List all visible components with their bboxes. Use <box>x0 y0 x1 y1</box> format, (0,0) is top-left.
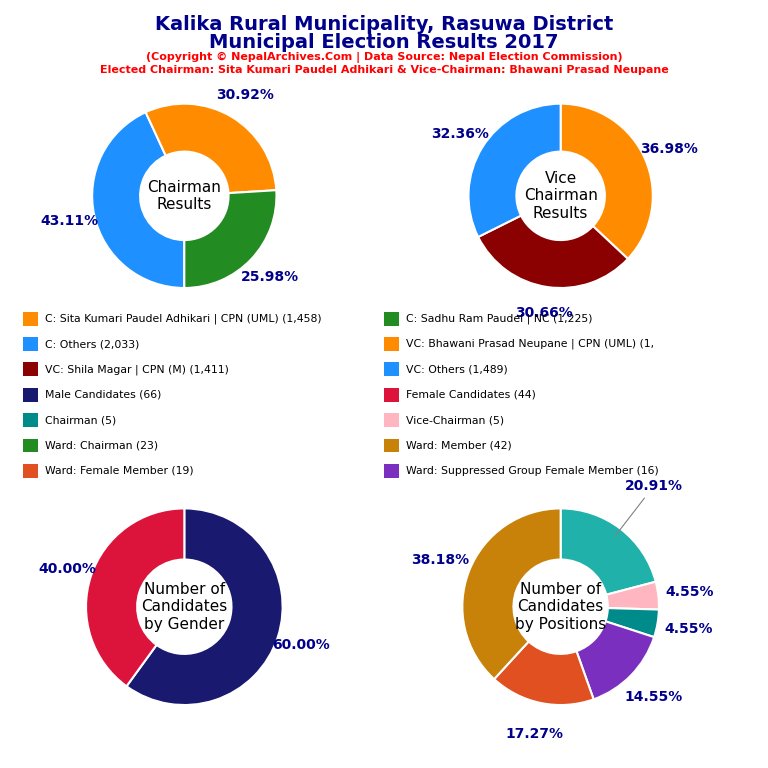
Text: 36.98%: 36.98% <box>640 142 698 156</box>
Text: Ward: Member (42): Ward: Member (42) <box>406 440 511 451</box>
Text: 20.91%: 20.91% <box>0 767 1 768</box>
Text: 38.18%: 38.18% <box>411 553 468 567</box>
Wedge shape <box>494 641 594 705</box>
Wedge shape <box>184 190 276 288</box>
Text: Chairman
Results: Chairman Results <box>147 180 221 212</box>
Wedge shape <box>86 508 184 687</box>
Text: Male Candidates (66): Male Candidates (66) <box>45 389 161 400</box>
Wedge shape <box>92 112 184 288</box>
Text: 20.91%: 20.91% <box>615 479 683 536</box>
Text: 25.98%: 25.98% <box>241 270 300 283</box>
Text: Ward: Female Member (19): Ward: Female Member (19) <box>45 465 194 476</box>
Text: VC: Others (1,489): VC: Others (1,489) <box>406 364 507 375</box>
Text: 4.55%: 4.55% <box>664 622 713 636</box>
Text: C: Sadhu Ram Paudel | NC (1,225): C: Sadhu Ram Paudel | NC (1,225) <box>406 313 592 324</box>
Text: C: Sita Kumari Paudel Adhikari | CPN (UML) (1,458): C: Sita Kumari Paudel Adhikari | CPN (UM… <box>45 313 321 324</box>
Wedge shape <box>468 104 561 237</box>
Text: 43.11%: 43.11% <box>40 214 98 228</box>
Text: Kalika Rural Municipality, Rasuwa District: Kalika Rural Municipality, Rasuwa Distri… <box>155 15 613 35</box>
Wedge shape <box>577 621 654 700</box>
Wedge shape <box>146 104 276 193</box>
Text: Female Candidates (44): Female Candidates (44) <box>406 389 535 400</box>
Text: (Copyright © NepalArchives.Com | Data Source: Nepal Election Commission): (Copyright © NepalArchives.Com | Data So… <box>146 52 622 63</box>
Text: 32.36%: 32.36% <box>432 127 489 141</box>
Text: 60.00%: 60.00% <box>273 637 330 652</box>
Text: Elected Chairman: Sita Kumari Paudel Adhikari & Vice-Chairman: Bhawani Prasad Ne: Elected Chairman: Sita Kumari Paudel Adh… <box>100 65 668 74</box>
Text: 17.27%: 17.27% <box>506 727 564 741</box>
Wedge shape <box>606 581 659 610</box>
Text: Number of
Candidates
by Gender: Number of Candidates by Gender <box>141 582 227 631</box>
Text: 40.00%: 40.00% <box>38 561 97 576</box>
Text: C: Others (2,033): C: Others (2,033) <box>45 339 139 349</box>
Text: Chairman (5): Chairman (5) <box>45 415 116 425</box>
Wedge shape <box>478 216 628 288</box>
Wedge shape <box>462 508 561 679</box>
Text: Vice
Chairman
Results: Vice Chairman Results <box>524 171 598 220</box>
Wedge shape <box>561 508 656 594</box>
Text: VC: Bhawani Prasad Neupane | CPN (UML) (1,: VC: Bhawani Prasad Neupane | CPN (UML) (… <box>406 339 654 349</box>
Text: 14.55%: 14.55% <box>624 690 683 704</box>
Wedge shape <box>127 508 283 705</box>
Text: Ward: Chairman (23): Ward: Chairman (23) <box>45 440 157 451</box>
Text: VC: Shila Magar | CPN (M) (1,411): VC: Shila Magar | CPN (M) (1,411) <box>45 364 228 375</box>
Text: Ward: Suppressed Group Female Member (16): Ward: Suppressed Group Female Member (16… <box>406 465 658 476</box>
Wedge shape <box>605 608 659 637</box>
Text: Vice-Chairman (5): Vice-Chairman (5) <box>406 415 504 425</box>
Text: Number of
Candidates
by Positions: Number of Candidates by Positions <box>515 582 606 631</box>
Text: 30.92%: 30.92% <box>216 88 273 101</box>
Text: 30.66%: 30.66% <box>515 306 572 319</box>
Text: Municipal Election Results 2017: Municipal Election Results 2017 <box>209 33 559 52</box>
Wedge shape <box>561 104 653 259</box>
Text: 4.55%: 4.55% <box>665 585 713 599</box>
